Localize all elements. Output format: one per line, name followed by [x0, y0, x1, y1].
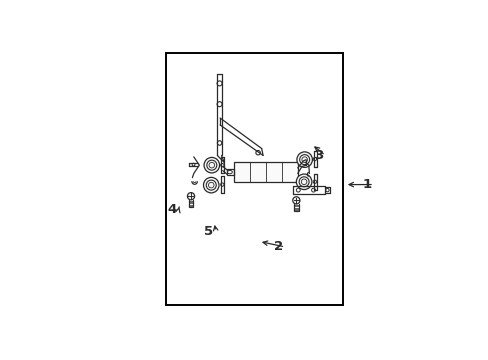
Circle shape	[296, 174, 311, 190]
Circle shape	[296, 152, 312, 167]
Circle shape	[292, 197, 299, 204]
Text: 2: 2	[273, 240, 283, 253]
Bar	[233, 162, 297, 183]
Text: 3: 3	[313, 149, 323, 162]
Circle shape	[203, 177, 219, 193]
Circle shape	[187, 193, 194, 200]
Circle shape	[203, 157, 219, 173]
Text: 1: 1	[362, 178, 371, 191]
Text: 5: 5	[204, 225, 213, 238]
Bar	[166, 53, 343, 305]
Text: 4: 4	[166, 203, 176, 216]
